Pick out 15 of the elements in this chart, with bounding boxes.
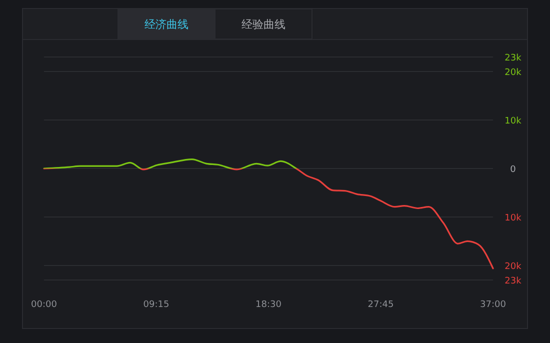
x-tick-label: 37:00 [480, 300, 506, 310]
text: 经验曲线 [242, 18, 286, 31]
text: 经济曲线 [144, 18, 188, 31]
y-tick-label: 23k [504, 54, 522, 64]
y-tick-label: 20k [504, 262, 522, 272]
x-tick-label: 09:15 [143, 300, 170, 310]
x-tick-label: 27:45 [368, 300, 394, 310]
x-tick-label: 00:00 [31, 300, 58, 310]
y-tick-label: 10k [504, 116, 522, 127]
y-tick-label: 10k [504, 213, 522, 224]
line-series [43, 158, 494, 270]
y-tick-label: 0 [510, 165, 516, 175]
y-tick-label: 20k [504, 68, 522, 78]
y-tick-label: 23k [504, 276, 522, 286]
x-tick-label: 18:30 [256, 300, 282, 310]
